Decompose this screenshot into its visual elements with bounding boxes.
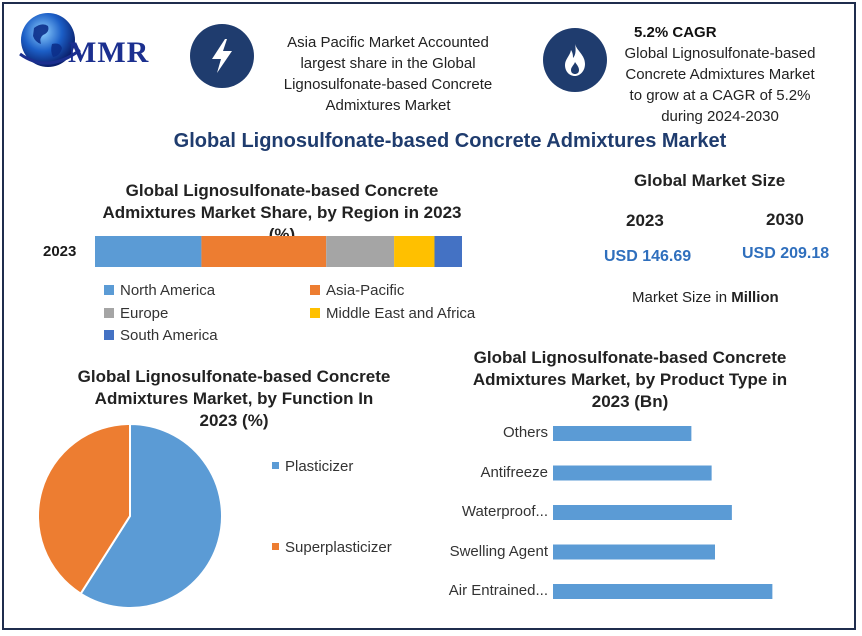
note-prefix: Market Size in — [632, 289, 732, 306]
asia-pacific-callout: Asia Pacific Market Accounted largest sh… — [260, 32, 516, 116]
product-chart-title: Global Lignosulfonate-based Concrete Adm… — [450, 347, 810, 413]
legend-swatch — [310, 285, 320, 295]
legend-label: South America — [120, 327, 218, 344]
callout-line: largest share in the Global — [300, 55, 476, 72]
callout-line: to grow at a CAGR of 5.2% — [629, 87, 811, 104]
pie-slice-superplasticizer — [37, 422, 131, 596]
function-title-line: Admixtures Market, by Function In — [94, 389, 374, 408]
product-title-line: 2023 (Bn) — [591, 392, 669, 411]
pie-legend-label: Plasticizer — [285, 458, 354, 475]
legend-label: North America — [120, 282, 216, 299]
note-unit: Million — [731, 289, 779, 306]
region-title-line: Admixtures Market Share, by Region in 20… — [102, 203, 462, 222]
region-segment-asia-pacific — [201, 236, 327, 267]
region-chart-title: Global Lignosulfonate-based Concrete Adm… — [90, 180, 474, 246]
product-bar — [553, 426, 692, 441]
flame-icon — [543, 28, 607, 92]
product-bar-label: Waterproof... — [461, 503, 548, 520]
function-pie-chart — [37, 422, 223, 609]
region-category-label: 2023 — [43, 243, 77, 260]
pie-legend-label: Superplasticizer — [285, 539, 392, 556]
legend-label: Asia-Pacific — [326, 282, 405, 299]
callout-line: Lignosulfonate-based Concrete — [283, 76, 493, 93]
main-title: Global Lignosulfonate-based Concrete Adm… — [173, 130, 727, 152]
callout-line: Admixtures Market — [325, 97, 451, 114]
product-bar-label: Others — [502, 424, 548, 441]
market-size-title: Global Market Size — [634, 171, 786, 190]
legend-label: Middle East and Africa — [326, 305, 476, 322]
callout-line: during 2024-2030 — [661, 108, 779, 125]
function-title-line: Global Lignosulfonate-based Concrete — [77, 367, 391, 386]
market-year-2030: 2030 — [766, 210, 804, 229]
product-bar — [553, 505, 732, 520]
callout-line: Concrete Admixtures Market — [625, 66, 815, 83]
legend-south-america: South America — [104, 327, 218, 344]
callout-line: Asia Pacific Market Accounted — [287, 34, 489, 51]
cagr-callout: 5.2% CAGR Global Lignosulfonate-based Co… — [612, 22, 828, 127]
region-segment-north-america — [95, 236, 202, 267]
legend-europe: Europe — [104, 305, 168, 322]
callout-line: Global Lignosulfonate-based — [624, 45, 816, 62]
product-title-line: Admixtures Market, by Product Type in — [472, 370, 788, 389]
market-value-2023: USD 146.69 — [604, 248, 692, 265]
region-segment-europe — [326, 236, 395, 267]
pie-slice-plasticizer — [79, 422, 223, 609]
product-bar-chart — [553, 426, 773, 599]
function-chart-title: Global Lignosulfonate-based Concrete Adm… — [52, 366, 416, 432]
legend-mea: Middle East and Africa — [310, 305, 475, 322]
legend-asia-pacific: Asia-Pacific — [310, 282, 404, 299]
legend-north-america: North America — [104, 282, 215, 299]
region-title-line: Global Lignosulfonate-based Concrete — [125, 181, 439, 200]
legend-label: Europe — [120, 305, 169, 322]
logo-text: MMR — [68, 36, 150, 69]
globe-icon — [19, 13, 81, 67]
market-size-note: Market Size in Million — [632, 289, 779, 306]
lightning-icon — [190, 24, 254, 88]
market-value-2030: USD 209.18 — [742, 245, 830, 262]
market-year-2023: 2023 — [626, 211, 664, 230]
pie-legend-dot — [272, 543, 279, 550]
region-stacked-bar — [95, 236, 462, 267]
pie-legend-superplasticizer: Superplasticizer — [272, 539, 392, 556]
pie-legend-dot — [272, 462, 279, 469]
region-segment-south-america — [434, 236, 462, 267]
product-bar-label: Swelling Agent — [449, 542, 548, 560]
cagr-title: 5.2% CAGR — [634, 24, 717, 41]
product-bar — [553, 584, 773, 599]
product-bar — [553, 465, 712, 481]
region-segment-middle-east-and-africa — [394, 236, 435, 267]
legend-swatch — [104, 308, 114, 318]
function-title-line: 2023 (%) — [199, 411, 269, 430]
mmr-logo: MMR — [12, 8, 177, 76]
legend-swatch — [104, 330, 114, 340]
legend-swatch — [310, 308, 320, 318]
pie-legend-plasticizer: Plasticizer — [272, 458, 353, 475]
legend-swatch — [104, 285, 114, 295]
product-bar — [553, 544, 715, 560]
product-bar-label: Air Entrained... — [448, 582, 548, 599]
product-title-line: Global Lignosulfonate-based Concrete — [473, 348, 787, 367]
product-bar-label: Antifreeze — [480, 463, 548, 481]
